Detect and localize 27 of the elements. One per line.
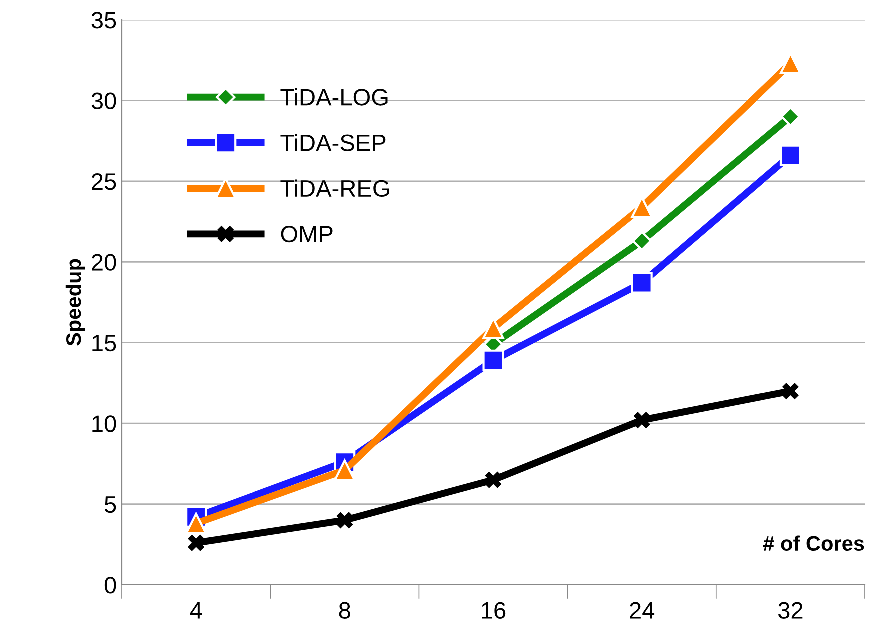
y-tick-label: 10 <box>92 416 116 432</box>
legend-label: TiDA-REG <box>280 180 390 198</box>
y-axis-title: Speedup <box>66 259 86 346</box>
point <box>780 144 802 166</box>
x-tick-label: 8 <box>339 602 350 620</box>
point <box>188 534 205 552</box>
point <box>634 412 650 429</box>
y-tick-label: 25 <box>92 173 116 190</box>
y-tick-label: 20 <box>92 254 116 271</box>
legend-label: TiDA-LOG <box>280 88 388 106</box>
legend-label: OMP <box>281 226 333 243</box>
x-tick-label: 16 <box>482 602 506 620</box>
x-tick-label: 32 <box>778 602 803 620</box>
x-axis-title: # of Cores <box>763 536 864 552</box>
x-tick-label: 24 <box>630 602 655 619</box>
y-tick-label: 15 <box>92 335 116 352</box>
point <box>482 350 504 372</box>
x-tick-label: 4 <box>190 602 202 619</box>
point <box>485 472 502 488</box>
y-tick-label: 30 <box>92 92 116 110</box>
point <box>631 272 653 294</box>
y-tick-label: 0 <box>104 577 116 594</box>
point <box>782 382 800 400</box>
y-tick-label: 35 <box>92 12 116 29</box>
legend-label: TiDA-SEP <box>280 134 386 152</box>
y-tick-label: 5 <box>104 496 116 514</box>
point <box>336 512 354 529</box>
